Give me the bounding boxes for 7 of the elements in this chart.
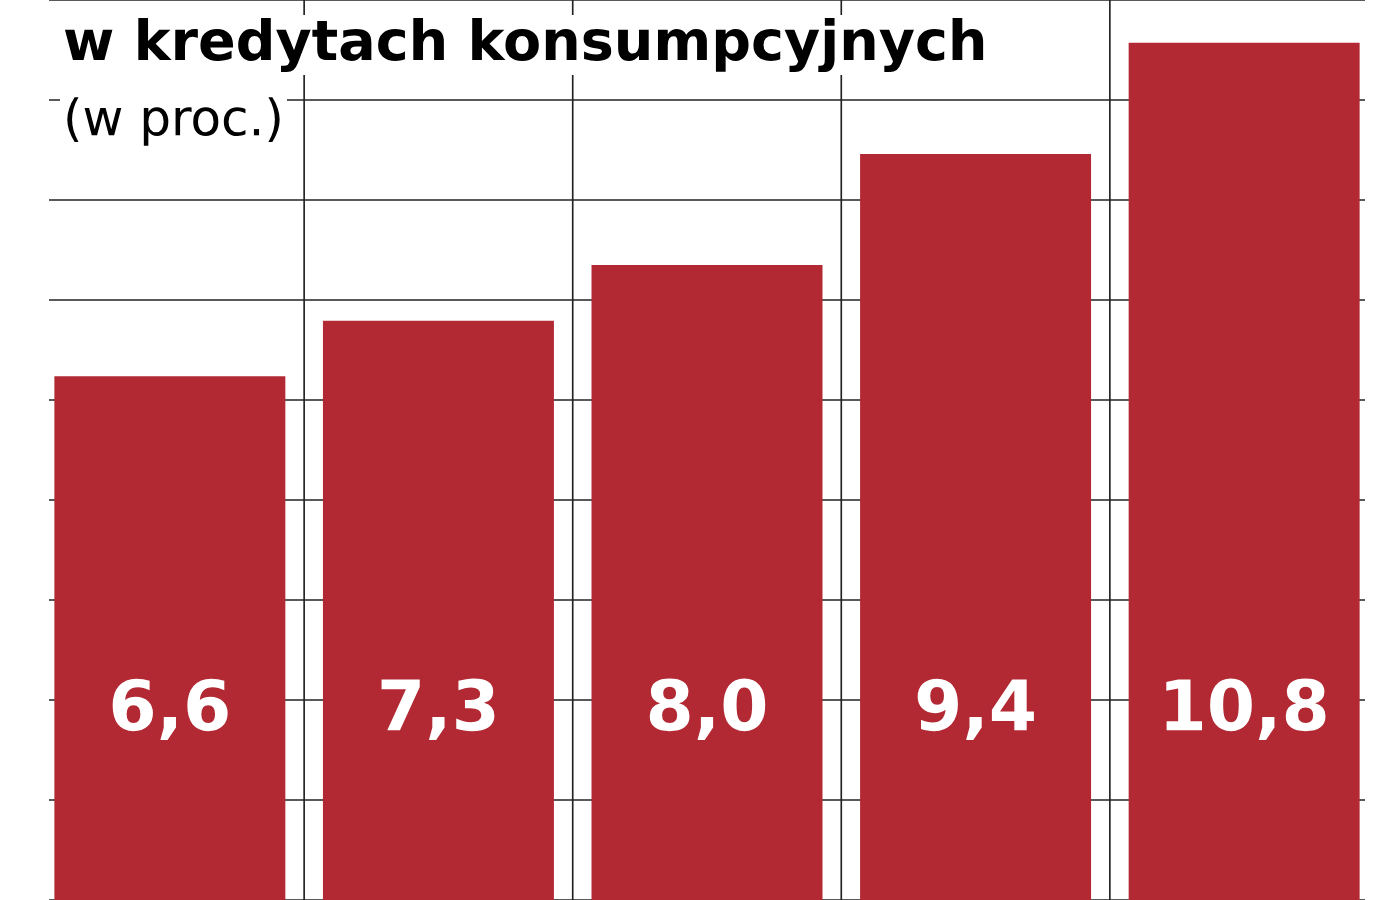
data-label: 6,6 [112, 678, 228, 741]
data-label: 8,0 [649, 678, 766, 741]
chart-title: w kredytach konsumpcyjnych [64, 17, 984, 73]
data-label: 10,8 [1166, 678, 1326, 741]
data-label: 7,3 [381, 678, 495, 741]
text: (w proc.) [67, 97, 280, 146]
data-label: 9,4 [917, 678, 1034, 741]
